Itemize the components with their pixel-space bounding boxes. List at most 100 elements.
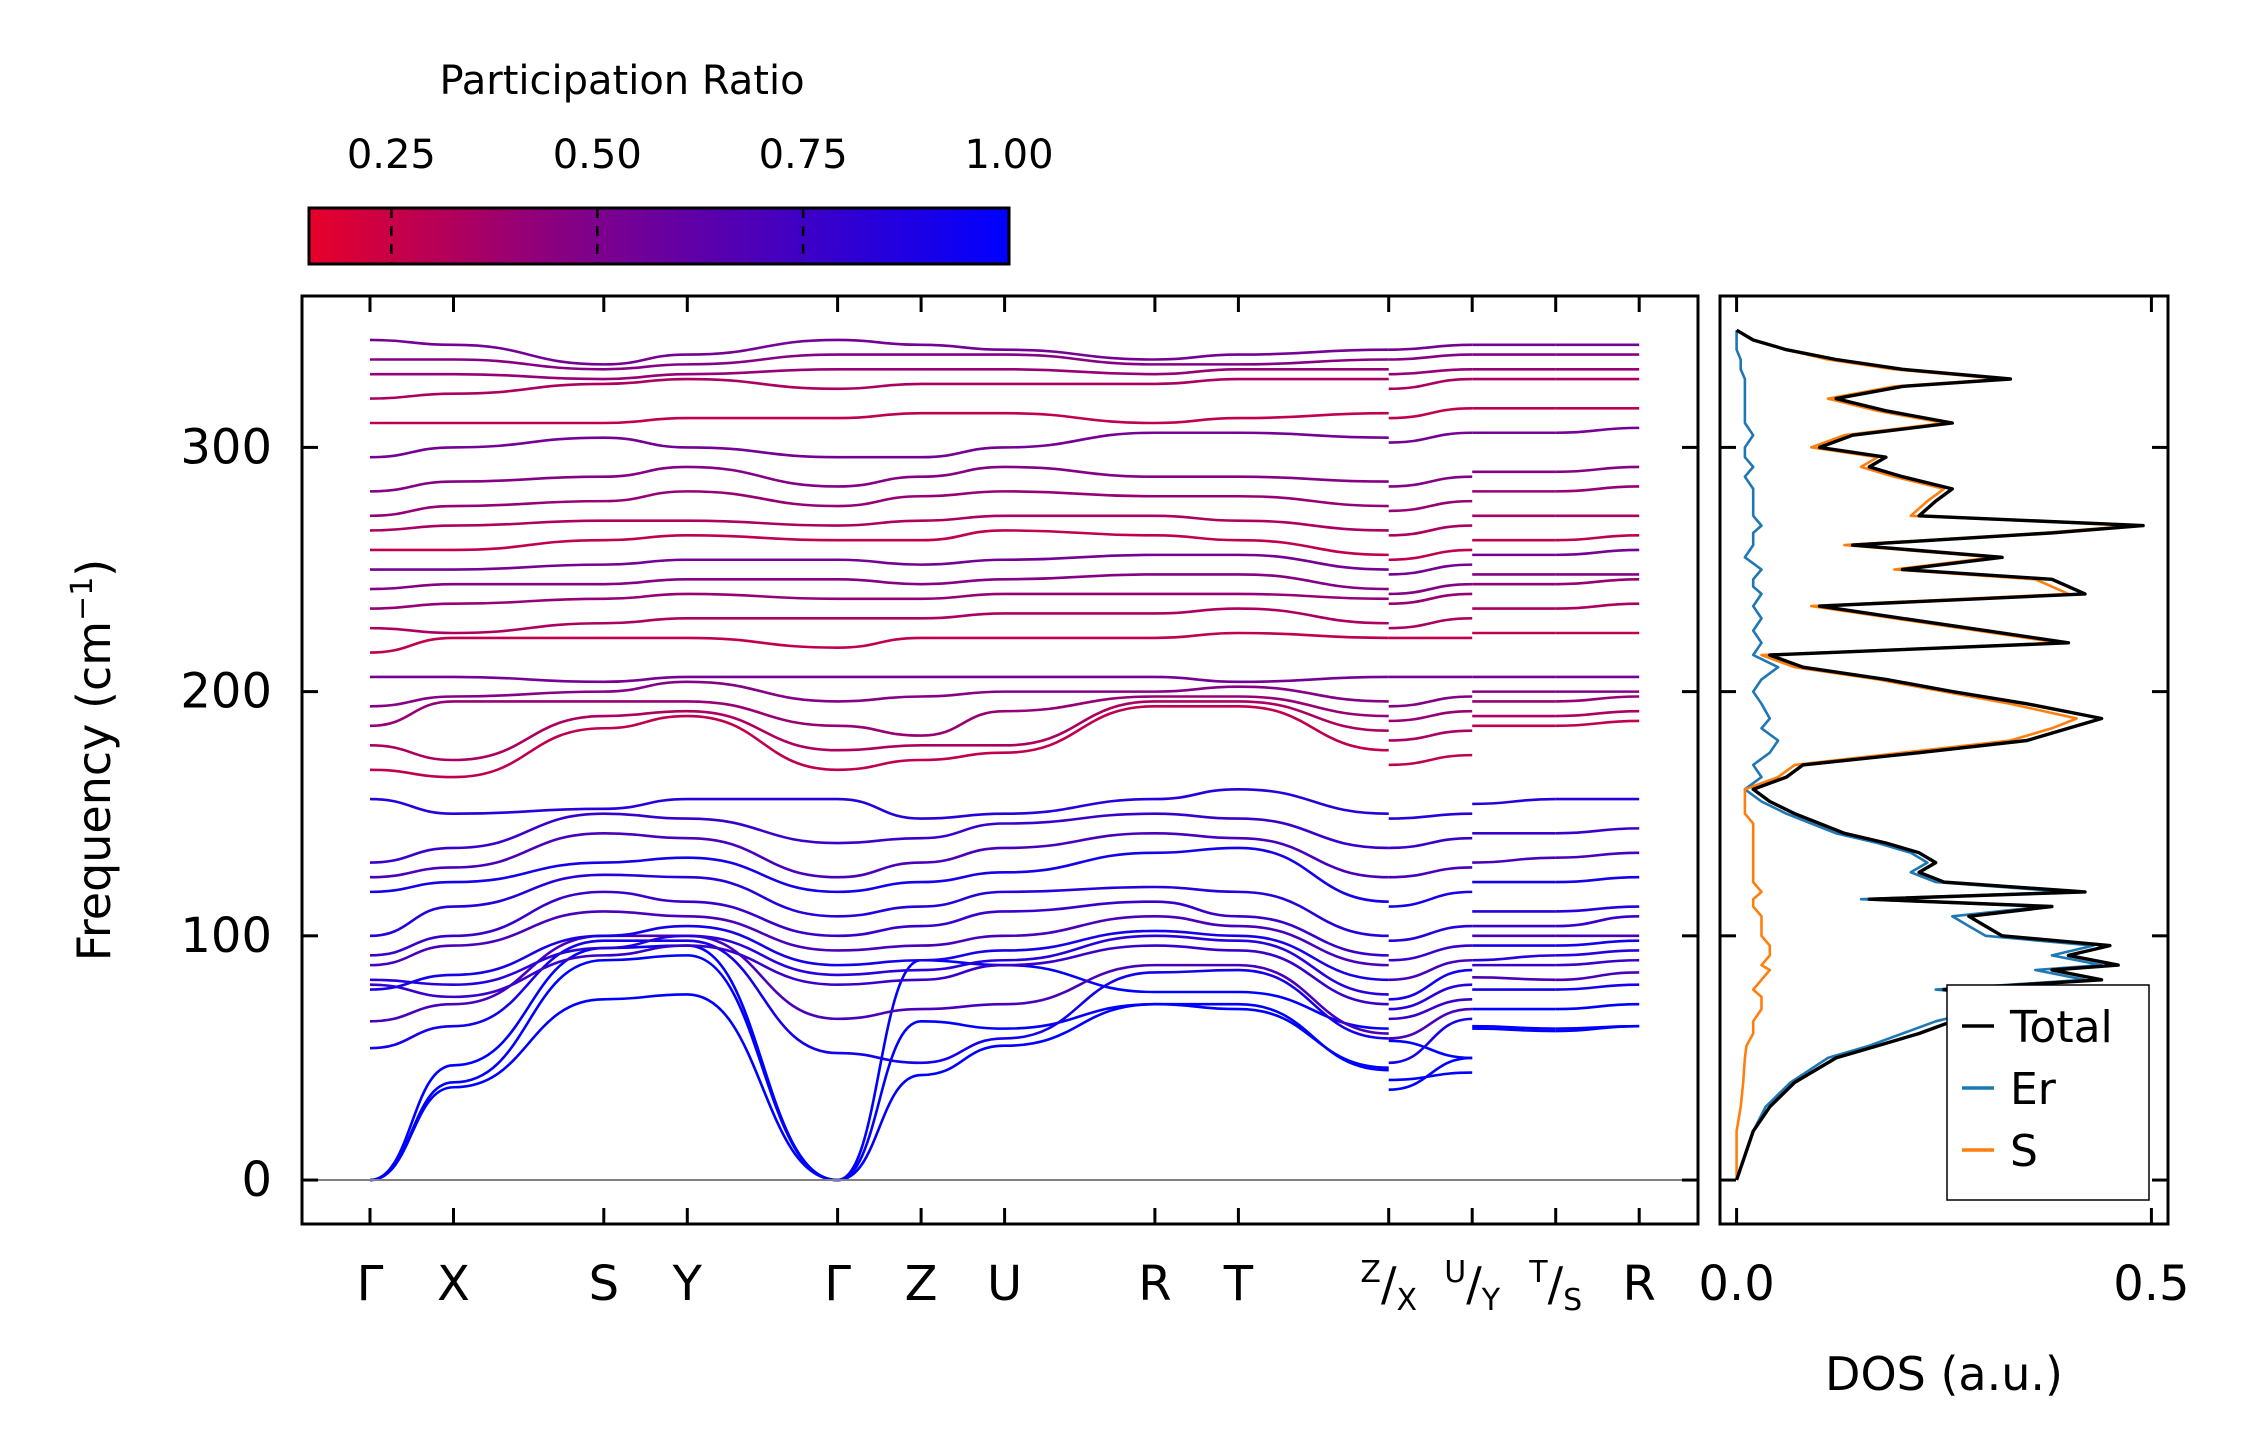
- kpoint-labels: Γ X S Y Γ Z U R T RZ/XU/YT/S: [357, 1255, 1656, 1318]
- phonon-band-line-segment: [1555, 719, 1640, 728]
- phonon-band-line-segment: [1555, 485, 1640, 493]
- kpoint-break-slash: /: [1548, 1257, 1564, 1311]
- phonon-band-line-segment: [1388, 353, 1473, 361]
- frequency-tick-label: 0: [241, 1152, 272, 1208]
- phonon-band-line: [369, 812, 1389, 864]
- phonon-band-line: [369, 944, 1389, 1006]
- phonon-band-line-segment: [1388, 367, 1473, 376]
- dos-lines: [1734, 328, 2145, 1181]
- phonon-band-line-segment: [1555, 958, 1640, 967]
- legend-box: [1946, 984, 2150, 1201]
- colorbar-ticks: [390, 208, 1011, 264]
- phonon-band-line-segment: [1388, 563, 1473, 576]
- phonon-band-line: [369, 680, 1389, 708]
- phonon-band-line-segment: [1555, 905, 1640, 913]
- phonon-band-line: [369, 788, 1389, 820]
- phonon-band-line-segment: [1388, 695, 1473, 708]
- phonon-band-line-segment: [1388, 866, 1473, 879]
- kpoint-break-label: Z/X: [1360, 1255, 1417, 1318]
- phonon-band-line-segment: [1472, 1024, 1556, 1030]
- kpoint-label: R: [1138, 1256, 1171, 1312]
- frequency-axis-label: Frequency (cm−1): [65, 559, 121, 962]
- phonon-band-line-segment: [1555, 983, 1640, 991]
- phonon-band-line: [369, 490, 1389, 518]
- phonon-band-line-segment: [1388, 1056, 1473, 1091]
- phonon-band-line-segment: [1555, 1024, 1640, 1033]
- phonon-band-line-segment: [1388, 890, 1473, 908]
- phonon-band-line: [369, 431, 1389, 459]
- band-axis-ticks: [302, 296, 1698, 1224]
- kpoint-break-upper: U: [1444, 1255, 1466, 1290]
- phonon-band-line: [369, 704, 1389, 779]
- phonon-band-line-segment: [1388, 343, 1473, 352]
- phonon-band-line-segment: [1388, 836, 1473, 850]
- kpoint-label: S: [589, 1256, 619, 1312]
- kpoint-label: Γ: [357, 1256, 384, 1312]
- phonon-band-line: [369, 934, 1389, 996]
- phonon-band-line-segment: [1388, 812, 1473, 820]
- phonon-band-line: [369, 934, 1389, 1035]
- ylabel-close: ): [67, 559, 121, 577]
- phonon-band-line: [370, 529, 1389, 557]
- colorbar-tick-labels: 0.25 0.50 0.75 1.00: [347, 132, 1054, 178]
- phonon-band-line: [369, 831, 1389, 879]
- phonon-band-line-segment: [1388, 1071, 1473, 1082]
- dos-axis-ticks: [1720, 296, 2168, 1224]
- phonon-band-line-segment: [1388, 475, 1473, 488]
- phonon-band-line-segment: [1472, 976, 1556, 982]
- colorbar-tick-label: 1.00: [964, 132, 1053, 178]
- kpoint-label: U: [987, 1256, 1022, 1312]
- kpoint-break-lower: S: [1563, 1283, 1582, 1318]
- ylabel-superscript: −1: [65, 577, 100, 621]
- phonon-band-line-segment: [1555, 548, 1640, 557]
- band-lines: [369, 338, 1640, 1182]
- dos-axis-label: DOS (a.u.): [1825, 1347, 2063, 1401]
- ylabel-text: Frequency (cm: [67, 621, 121, 961]
- kpoint-break-slash: /: [1381, 1257, 1397, 1311]
- phonon-band-line-segment: [1555, 851, 1640, 859]
- phonon-band-line-segment: [1388, 1007, 1473, 1040]
- phonon-band-line: [369, 924, 1389, 991]
- phonon-band-line: [369, 695, 1389, 737]
- kpoint-label: Z: [905, 1256, 938, 1312]
- phonon-band-line-segment: [1555, 534, 1640, 542]
- legend-label: Er: [2010, 1064, 2057, 1115]
- colorbar-gradient: [307, 206, 1011, 266]
- phonon-band-line-segment: [1472, 797, 1556, 806]
- kpoint-label: X: [437, 1256, 470, 1312]
- legend-label: Total: [2009, 1002, 2113, 1053]
- phonon-band-line-segment: [1555, 875, 1640, 884]
- phonon-band-line-segment: [1555, 949, 1640, 957]
- kpoint-break-lower: X: [1396, 1283, 1417, 1318]
- kpoint-break-label: T/S: [1528, 1255, 1582, 1318]
- phonon-band-line-segment: [1472, 954, 1556, 962]
- kpoint-break-upper: Z: [1360, 1255, 1381, 1290]
- phonon-band-line-segment: [1555, 602, 1640, 610]
- phonon-band-line-segment: [1555, 971, 1640, 982]
- phonon-band-line-segment: [1388, 431, 1473, 444]
- phonon-band-line-segment: [1388, 709, 1473, 723]
- kpoint-break-upper: T: [1528, 1255, 1548, 1290]
- phonon-band-line: [369, 954, 1389, 1182]
- colorbar-tick-label: 0.75: [759, 132, 848, 178]
- phonon-band-line-segment: [1388, 592, 1473, 606]
- phonon-band-line: [370, 353, 1389, 371]
- phonon-band-line-segment: [1555, 827, 1640, 835]
- phonon-band-line-segment: [1388, 983, 1473, 1011]
- phonon-band-line-segment: [1388, 998, 1473, 1021]
- phonon-band-line-segment: [1388, 753, 1473, 767]
- phonon-band-line: [369, 338, 1389, 366]
- frequency-tick-labels: 0 100 200 300: [180, 419, 272, 1208]
- phonon-band-line-segment: [1555, 577, 1640, 586]
- colorbar-tick-label: 0.25: [347, 132, 436, 178]
- dos-tick-labels: 0.0 0.5: [1698, 1256, 2189, 1312]
- dos-line-s: [1735, 329, 2137, 1180]
- kpoint-label: T: [1223, 1256, 1254, 1312]
- phonon-band-line: [369, 846, 1389, 903]
- phonon-band-line-segment: [1555, 695, 1640, 703]
- dos-legend: Total Er S: [1946, 984, 2150, 1201]
- dos-tick-label: 0.0: [1698, 1256, 1774, 1312]
- phonon-band-line: [369, 873, 1389, 938]
- phonon-band-line-segment: [1388, 958, 1473, 982]
